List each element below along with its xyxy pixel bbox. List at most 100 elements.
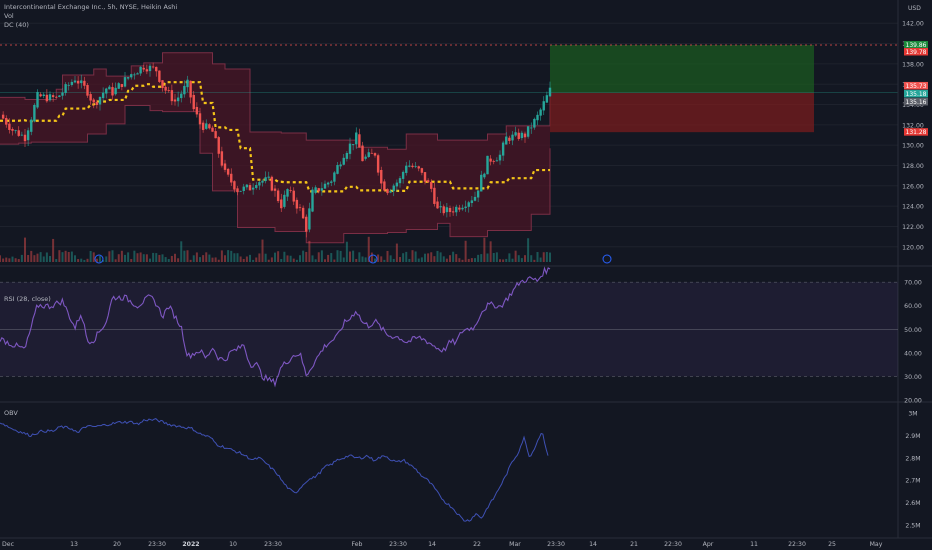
candle-body bbox=[436, 201, 439, 209]
candle-body bbox=[30, 119, 33, 132]
volume-bar bbox=[295, 259, 298, 262]
volume-bar bbox=[420, 257, 423, 262]
candle-body bbox=[323, 183, 327, 189]
volume-bar bbox=[11, 256, 14, 262]
volume-bar bbox=[370, 252, 373, 262]
candle-body bbox=[301, 207, 305, 219]
candle-body bbox=[258, 182, 261, 186]
candle-body bbox=[211, 127, 214, 132]
volume-bar bbox=[402, 253, 405, 262]
volume-bar bbox=[452, 251, 455, 262]
volume-bar bbox=[14, 258, 17, 262]
volume-bar bbox=[495, 252, 498, 262]
candle-body bbox=[255, 185, 258, 188]
candle-body bbox=[508, 137, 511, 141]
candle-body bbox=[423, 172, 427, 182]
candle-body bbox=[17, 130, 20, 136]
volume-bar bbox=[114, 259, 117, 262]
candle-body bbox=[139, 66, 142, 74]
candle-body bbox=[261, 180, 264, 183]
candle-body bbox=[14, 130, 17, 132]
volume-bar bbox=[274, 252, 276, 262]
price-tick-label: 122.00 bbox=[902, 224, 924, 231]
candle-body bbox=[495, 160, 499, 162]
volume-bar bbox=[214, 257, 217, 262]
candle-body bbox=[214, 131, 217, 139]
volume-bar bbox=[530, 255, 533, 262]
candle-body bbox=[539, 109, 542, 116]
donchian-legend: DC (40) bbox=[4, 21, 29, 29]
candle-body bbox=[473, 196, 477, 201]
volume-bar bbox=[255, 257, 258, 262]
volume-bar bbox=[470, 258, 473, 262]
candle-body bbox=[276, 190, 280, 202]
candle-body bbox=[439, 206, 442, 208]
volume-bar bbox=[108, 251, 111, 262]
candle-body bbox=[470, 200, 474, 204]
volume-bar bbox=[233, 253, 236, 262]
volume-bar bbox=[277, 251, 280, 262]
candle-body bbox=[117, 83, 120, 89]
candle-body bbox=[345, 152, 349, 159]
volume-bar bbox=[502, 259, 505, 262]
candle-body bbox=[373, 153, 377, 156]
candle-body bbox=[420, 168, 424, 173]
candle-body bbox=[114, 87, 117, 95]
volume-bar bbox=[339, 250, 342, 262]
volume-bar bbox=[180, 241, 183, 262]
volume-bar bbox=[311, 255, 314, 262]
volume-bar bbox=[533, 259, 536, 262]
volume-bar bbox=[142, 254, 145, 262]
volume-bar bbox=[327, 254, 330, 262]
candle-body bbox=[398, 178, 402, 184]
obv-tick-label: 2.6M bbox=[905, 500, 920, 507]
volume-bar bbox=[449, 255, 451, 262]
volume-bar bbox=[308, 240, 311, 262]
candle-body bbox=[236, 188, 239, 193]
volume-bar bbox=[477, 254, 480, 262]
candle-body bbox=[430, 181, 433, 189]
candle-body bbox=[442, 206, 445, 214]
candle-body bbox=[142, 67, 145, 70]
candle-body bbox=[148, 65, 152, 72]
volume-bar bbox=[33, 255, 36, 262]
symbol-legend: Intercontinental Exchange Inc., 5h, NYSE… bbox=[4, 3, 178, 11]
candle-body bbox=[370, 152, 374, 154]
time-tick-label: 13 bbox=[70, 541, 78, 548]
candle-body bbox=[198, 113, 202, 125]
volume-bar bbox=[505, 258, 508, 262]
rsi-tick-label: 60.00 bbox=[904, 303, 922, 310]
volume-bar bbox=[442, 256, 445, 262]
volume-bar bbox=[245, 256, 248, 262]
price-tag-label: 139.86 bbox=[906, 42, 927, 49]
candle-body bbox=[358, 134, 361, 148]
candle-body bbox=[183, 85, 186, 95]
volume-bar bbox=[239, 256, 242, 262]
volume-bar bbox=[105, 256, 108, 262]
price-tag bbox=[904, 40, 928, 49]
price-tick-label: 126.00 bbox=[902, 183, 924, 190]
volume-bar bbox=[405, 251, 408, 262]
volume-bar bbox=[474, 258, 476, 262]
candle-body bbox=[395, 182, 399, 187]
volume-bar bbox=[464, 240, 467, 262]
volume-bar bbox=[386, 250, 389, 262]
price-tick-label: 128.00 bbox=[902, 163, 924, 170]
candle-body bbox=[98, 96, 102, 105]
volume-bar bbox=[249, 254, 251, 262]
volume-bar bbox=[514, 250, 517, 262]
volume-bar bbox=[211, 257, 214, 262]
candle-body bbox=[355, 132, 358, 145]
candle-body bbox=[286, 189, 289, 197]
volume-bar bbox=[8, 258, 11, 262]
time-tick-label: Dec bbox=[2, 541, 15, 548]
candle-body bbox=[180, 93, 183, 99]
volume-bar bbox=[83, 259, 86, 262]
candle-body bbox=[205, 123, 208, 129]
candle-body bbox=[283, 194, 286, 207]
candle-body bbox=[464, 206, 467, 209]
time-tick-label: 22 bbox=[473, 541, 481, 548]
candle-body bbox=[126, 77, 130, 79]
rsi-legend: RSI (28, close) bbox=[4, 295, 51, 303]
